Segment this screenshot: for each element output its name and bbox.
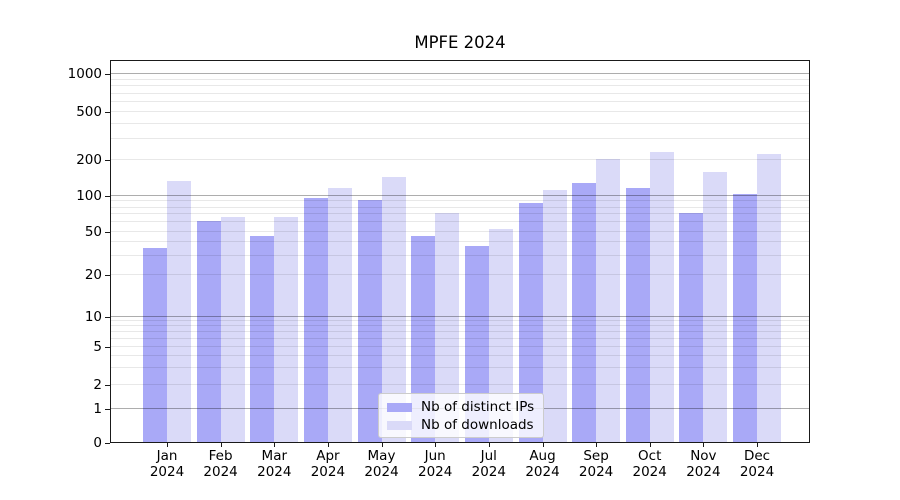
gridline-minor <box>111 158 809 160</box>
y-tick-mark <box>105 231 110 233</box>
y-tick-mark <box>105 443 110 444</box>
bar-distinct-ips-may <box>357 200 382 442</box>
x-tick-mark <box>488 443 490 447</box>
y-tick-label-2: 2 <box>93 377 102 393</box>
x-tick-mark <box>274 443 276 447</box>
y-tick-label-10: 10 <box>84 308 102 325</box>
x-tick-mark <box>167 443 168 447</box>
x-tick-label-jul: Jul 2024 <box>471 448 506 480</box>
x-tick-mark <box>649 443 651 447</box>
bar-downloads-sep <box>596 158 621 442</box>
x-tick-label-aug: Aug 2024 <box>525 448 560 480</box>
legend-swatch-downloads <box>387 420 412 430</box>
y-tick-label-5: 5 <box>93 339 102 355</box>
x-tick-label-apr: Apr 2024 <box>310 448 346 480</box>
x-tick-mark <box>757 443 758 447</box>
legend-label-downloads: Nb of downloads <box>421 417 534 433</box>
bar-distinct-ips-sep <box>572 183 597 442</box>
x-tick-mark <box>596 443 598 447</box>
y-tick-label-200: 200 <box>76 151 102 168</box>
bar-distinct-ips-mar <box>250 235 275 442</box>
y-tick-label-1: 1 <box>93 400 102 417</box>
bar-distinct-ips-apr <box>303 197 328 442</box>
y-tick-mark <box>105 111 110 113</box>
gridline-minor <box>111 137 809 139</box>
x-tick-mark <box>381 443 383 447</box>
bar-downloads-oct <box>649 151 674 442</box>
x-tick-label-mar: Mar 2024 <box>257 448 292 480</box>
y-tick-mark <box>105 316 110 318</box>
bar-distinct-ips-oct <box>625 187 650 442</box>
x-tick-label-may: May 2024 <box>364 448 399 480</box>
y-tick-label-500: 500 <box>76 103 102 120</box>
bar-distinct-ips-nov <box>679 213 704 442</box>
legend-row-downloads: Nb of downloads <box>387 416 535 434</box>
bar-distinct-ips-feb <box>196 221 221 442</box>
y-tick-label-1000: 1000 <box>67 66 102 82</box>
bar-downloads-aug <box>542 190 567 442</box>
bar-downloads-jan <box>167 181 191 442</box>
bar-downloads-feb <box>220 217 245 442</box>
gridline-minor <box>111 85 809 87</box>
gridline-minor <box>111 122 809 124</box>
bar-downloads-apr <box>327 187 352 442</box>
bar-distinct-ips-jan <box>143 247 167 442</box>
y-tick-mark <box>105 385 110 386</box>
plot-area <box>110 60 810 443</box>
legend-swatch-distinct-ips <box>387 402 412 412</box>
y-tick-mark <box>105 275 110 276</box>
legend: Nb of distinct IPs Nb of downloads <box>378 393 544 438</box>
x-tick-label-nov: Nov 2024 <box>686 448 721 480</box>
x-tick-label-feb: Feb 2024 <box>203 448 238 480</box>
x-tick-mark <box>435 443 437 447</box>
x-tick-mark <box>703 443 705 447</box>
chart-title: MPFE 2024 <box>414 33 506 52</box>
y-tick-mark <box>105 159 110 161</box>
gridline-minor <box>111 100 809 102</box>
y-tick-label-20: 20 <box>84 267 102 283</box>
y-tick-label-100: 100 <box>76 188 102 204</box>
x-tick-mark <box>220 443 222 447</box>
legend-label-distinct-ips: Nb of distinct IPs <box>421 399 535 415</box>
x-tick-label-oct: Oct 2024 <box>632 448 667 480</box>
y-tick-mark <box>105 408 110 410</box>
gridline-minor <box>111 92 809 94</box>
bar-downloads-nov <box>703 172 728 442</box>
x-tick-label-sep: Sep 2024 <box>578 448 614 480</box>
y-tick-label-50: 50 <box>84 223 102 240</box>
x-tick-label-jun: Jun 2024 <box>418 448 453 480</box>
x-tick-mark <box>542 443 544 447</box>
bar-downloads-mar <box>274 217 299 442</box>
x-tick-label-jan: Jan 2024 <box>149 448 185 480</box>
gridline-major <box>111 73 809 74</box>
gridline-minor <box>111 110 809 112</box>
legend-row-distinct-ips: Nb of distinct IPs <box>387 398 535 416</box>
y-tick-label-0: 0 <box>93 435 102 451</box>
bar-downloads-dec <box>757 153 781 442</box>
y-tick-mark <box>105 347 110 348</box>
x-tick-mark <box>327 443 329 447</box>
y-tick-mark <box>105 74 110 75</box>
y-tick-mark <box>105 196 110 197</box>
x-tick-label-dec: Dec 2024 <box>739 448 775 480</box>
gridline-minor <box>111 78 809 80</box>
bar-distinct-ips-dec <box>733 193 757 442</box>
